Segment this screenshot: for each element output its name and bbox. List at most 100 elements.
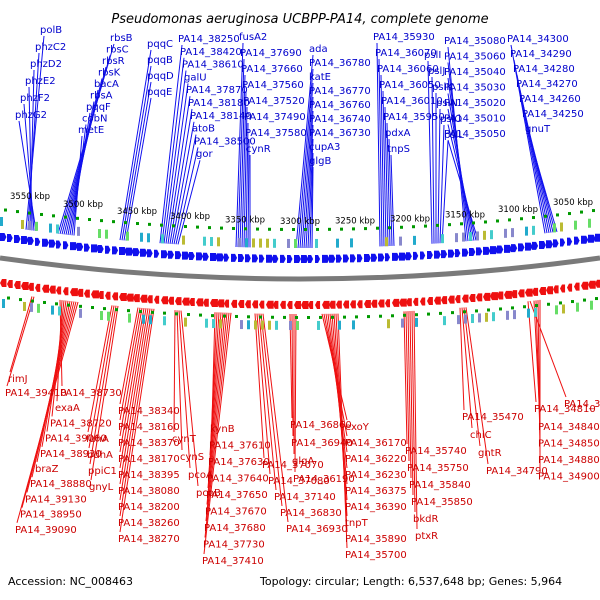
feature-mark [513,310,516,320]
gene-label: PA14_34270 [516,79,578,90]
gene-label: PA14_34900 [538,472,600,483]
gene-label: PA14_37520 [243,96,305,107]
gene-label: pslJ [428,66,445,77]
feature-mark [490,230,493,240]
reverse-gene [413,297,419,306]
gene-label: rbsC [106,45,129,56]
gene-label: PA14_34790 [486,466,548,477]
reverse-gene [385,299,391,308]
forward-gene [455,249,461,258]
forward-gene [553,239,559,248]
gene-leader [390,154,395,246]
forward-gene [539,241,546,250]
gene-leader [27,52,40,230]
gene-leader [18,120,37,232]
gene-leader [258,313,277,491]
gene-leader [119,307,139,405]
feature-mark [455,233,458,243]
gene-leader [307,138,314,249]
gene-label: PA14_38170 [118,454,180,465]
gene-leader [121,65,152,241]
reverse-gene [280,300,286,309]
gene-leader [177,160,201,245]
reverse-gene [49,285,56,294]
reverse-gene [364,299,371,308]
gene-leader [384,106,389,247]
forward-gene [322,254,330,263]
forward-gene [280,254,286,263]
gene-leader [411,310,416,513]
feature-mark [296,320,299,330]
feature-mark [261,320,264,330]
feature-mark [100,311,103,321]
feature-mark [140,232,143,242]
gene-leader [71,124,87,236]
reverse-gene [70,288,78,297]
gene-label: pqqE [147,87,172,98]
forward-gene [336,254,342,263]
gene-leader [427,60,433,244]
feature-mark [443,316,446,326]
gene-leader [382,90,387,247]
reverse-gene [378,299,385,308]
reverse-gene [252,300,259,309]
forward-gene [196,252,204,261]
feature-mark [98,229,101,239]
gene-label: PA14_37650 [206,490,268,501]
gene-label: PA14_38180 [188,98,250,109]
gene-label: PA14_38395 [118,470,180,481]
feature-mark [23,301,26,311]
gene-label: phzD2 [30,59,62,70]
feature-mark [560,222,563,232]
gene-label: rbsA [90,91,113,102]
reverse-gene [133,294,140,303]
feature-mark [147,233,150,243]
gene-leader [237,58,245,248]
reverse-gene [399,298,407,307]
feature-mark [203,236,206,246]
gene-leader [173,310,176,433]
gene-leader [235,42,244,248]
gene-leader [337,313,348,549]
reverse-gene [154,295,160,304]
gene-label: chiC [470,430,492,441]
feature-mark [527,308,530,318]
gene-label: PA14_37730 [203,540,265,551]
reverse-gene [105,291,111,300]
gene-label: PA14_38270 [118,534,180,545]
reverse-gene [77,288,84,297]
genome-summary: Topology: circular; Length: 6,537,648 bp… [259,575,562,588]
gene-leader [260,313,283,507]
gene-leader [204,312,230,538]
gene-label: pslN [436,98,458,109]
gene-label: PA14_38250 [178,34,240,45]
feature-mark [205,318,208,328]
forward-gene [420,251,426,260]
reverse-gene [483,292,491,301]
forward-gene [21,235,29,244]
gene-label: PA14_35080 [444,36,506,47]
feature-mark [212,319,215,329]
gene-label: PA14_35020 [444,98,506,109]
gene-label: PA14_38200 [118,502,180,513]
gene-label: cobN [82,114,107,125]
gene-leader [123,81,152,241]
gene-label: PA14_34850 [538,439,600,450]
forward-gene [567,237,573,246]
gene-leader [247,138,250,248]
forward-gene [371,253,378,262]
gene-leader [297,68,314,249]
gene-leader [207,312,224,489]
feature-mark [79,308,82,318]
feature-mark [483,230,486,240]
reverse-gene [35,283,41,292]
forward-gene [224,253,230,262]
gene-leader [176,310,183,451]
gene-label: bkdR [413,514,438,525]
gene-label: pqqC [147,39,173,50]
gene-leader [25,35,45,230]
gene-leader [28,86,33,231]
forward-gene [497,245,504,254]
gene-label: PA14_36760 [309,100,371,111]
position-label: 3500 kbp [63,200,103,210]
